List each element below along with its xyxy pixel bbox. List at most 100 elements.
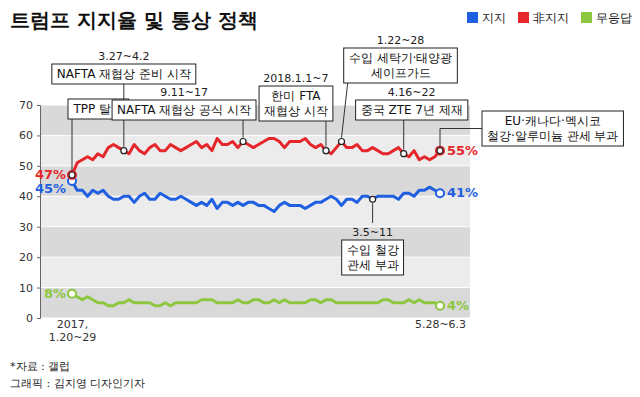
data-label: 55% [447,143,478,158]
data-labels: 47%45% 8% 55% 41% 4% [35,143,478,313]
annotation-marker [69,172,75,178]
x-axis: 2017,1.20~29 5.28~6.3 [49,318,466,344]
annotation-text: 관세 부과 [347,258,399,272]
grid-line [40,318,470,319]
annotations: TPP 탈퇴NAFTA 재협상 준비 시작3.27~4.2NAFTA 재협상 공… [52,34,624,275]
title: 트럼프 지지율 및 통상 정책 [10,8,258,32]
annotation-text: EU·캐나다·멕시코 [505,114,601,128]
grid-line [40,226,470,227]
x-tick-label: 5.28~6.3 [415,318,466,331]
y-tick-mark [37,318,40,319]
y-tick-mark [37,105,40,106]
annotation-marker [370,196,376,202]
y-tick-mark [37,196,40,197]
x-tick-label-line: 5.28~6.3 [415,318,466,331]
annotation-marker [339,139,345,145]
annotation-text: 수입 철강 [347,243,399,257]
annotation: NAFTA 재협상 공식 시작 9.11~17 [112,86,256,145]
credit: 그래픽 : 김지영 디자인기자 [10,377,145,390]
annotation-date: 3.27~4.2 [98,50,149,63]
annotation-text: 철강·알루미늄 관세 부과 [487,129,618,143]
annotation-marker [437,148,443,154]
leader-line [403,120,404,150]
leader-line [72,119,73,171]
annotation-box [482,111,623,146]
grid-line [40,165,470,166]
y-tick-label: 0 [26,312,33,325]
y-tick-label: 60 [19,129,33,142]
endpoint-marker [436,302,444,310]
y-tick-label: 50 [19,160,33,173]
y-tick-mark [37,227,40,228]
leader-line [325,121,326,147]
annotation-text: 재협상 시작 [264,104,328,118]
annotation-date: 4.16~22 [388,86,436,99]
leader-line [342,83,348,138]
plot-marks [68,138,444,309]
annotation-box [344,48,458,83]
annotation: 수입 세탁기·태양광세이프가드 1.22~28 [339,34,458,145]
grid-band [40,227,470,257]
x-tick: 2017,1.20~29 [49,318,97,344]
data-label: 4% [447,298,469,313]
series-line [72,181,440,211]
annotation-text: 한미 FTA [271,89,321,103]
x-tick: 5.28~6.3 [415,318,466,331]
data-label: 41% [447,185,478,200]
annotation-box [356,100,468,120]
grid-line [40,196,470,197]
y-tick-label: 30 [19,221,33,234]
annotation-date: 2018.1.1~7 [263,72,328,85]
y-tick-label: 10 [19,282,33,295]
leader-line [372,203,373,223]
annotation-text: 수입 세탁기·태양광 [349,51,453,65]
annotation-text: 세이프가드 [371,66,431,80]
data-label: 8% [44,286,66,301]
data-label: 45% [35,181,66,196]
x-tick-label-line: 2017, [57,318,89,331]
y-tick: 70 [19,99,40,112]
endpoint-marker [436,189,444,197]
plot-background [40,105,470,318]
annotation-date: 9.11~17 [160,86,208,99]
annotation: EU·캐나다·멕시코철강·알루미늄 관세 부과 [437,111,623,154]
grid-line [40,135,470,136]
legend-label: 무응답 [596,11,632,25]
grid-line [40,257,470,258]
annotation-marker [240,139,246,145]
legend-label: 非지지 [533,11,569,25]
y-tick-label: 70 [19,99,33,112]
grid-band [40,288,470,318]
y-axis: 010203040506070 [19,99,41,325]
series-line [72,138,440,175]
annotation-marker [121,148,127,154]
legend-swatch [581,12,592,23]
annotation-box [259,86,333,121]
annotation: 한미 FTA재협상 시작 2018.1.1~7 [259,72,333,154]
endpoint-marker [68,290,76,298]
annotation-box [52,64,196,84]
y-tick-label: 20 [19,251,33,264]
annotation-box [112,100,256,120]
grid [40,105,470,318]
series-line [72,294,440,306]
data-label: 47% [35,167,66,182]
annotation-marker [323,148,329,154]
annotation: 수입 철강관세 부과 3.5~11 [342,196,404,275]
annotation-text: NAFTA 재협상 공식 시작 [117,103,251,117]
legend-swatch [467,12,478,23]
y-tick-mark [37,288,40,289]
x-tick-label-line: 1.20~29 [49,331,97,344]
annotation-date: 1.22~28 [377,34,425,47]
annotation-date: 3.5~11 [352,226,393,239]
y-tick-mark [37,257,40,258]
y-tick: 60 [19,129,40,142]
y-tick: 20 [19,251,40,264]
y-tick: 30 [19,221,40,234]
legend-swatch [518,12,529,23]
x-tick-label: 2017,1.20~29 [49,318,97,344]
legend-label: 지지 [482,11,506,25]
endpoint-marker [68,171,76,179]
leader-line [440,129,482,147]
y-tick-mark [37,135,40,136]
